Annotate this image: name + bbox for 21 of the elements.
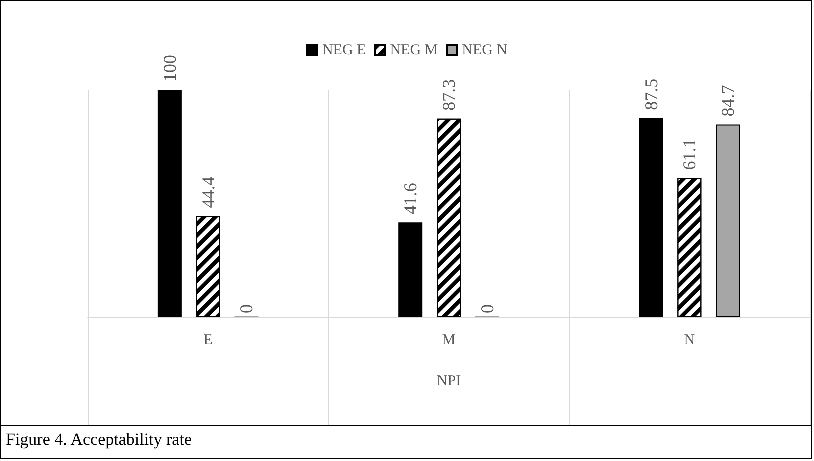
data-label: 100 <box>160 55 180 82</box>
data-label: 87.5 <box>641 78 662 110</box>
x-axis-title: NPI <box>436 374 462 390</box>
bar <box>639 118 664 317</box>
bar <box>158 90 182 317</box>
data-label: 0 <box>477 304 498 314</box>
bar <box>716 124 740 317</box>
data-label: 61.1 <box>680 138 700 170</box>
data-label: 44.4 <box>198 176 218 208</box>
legend-label: NEG N <box>462 42 508 58</box>
data-label: 0 <box>236 304 257 314</box>
x-tick-label: N <box>684 332 696 348</box>
legend-label: NEG E <box>322 42 366 58</box>
x-tick-label: E <box>204 332 213 348</box>
x-tick-label: M <box>442 332 456 348</box>
data-label: 41.6 <box>400 183 421 215</box>
legend-label: NEG M <box>390 42 438 58</box>
data-label: 87.3 <box>439 79 459 111</box>
bar <box>398 222 423 317</box>
data-label: 84.7 <box>718 85 738 117</box>
caption: Figure 4. Acceptability rate <box>6 430 192 449</box>
